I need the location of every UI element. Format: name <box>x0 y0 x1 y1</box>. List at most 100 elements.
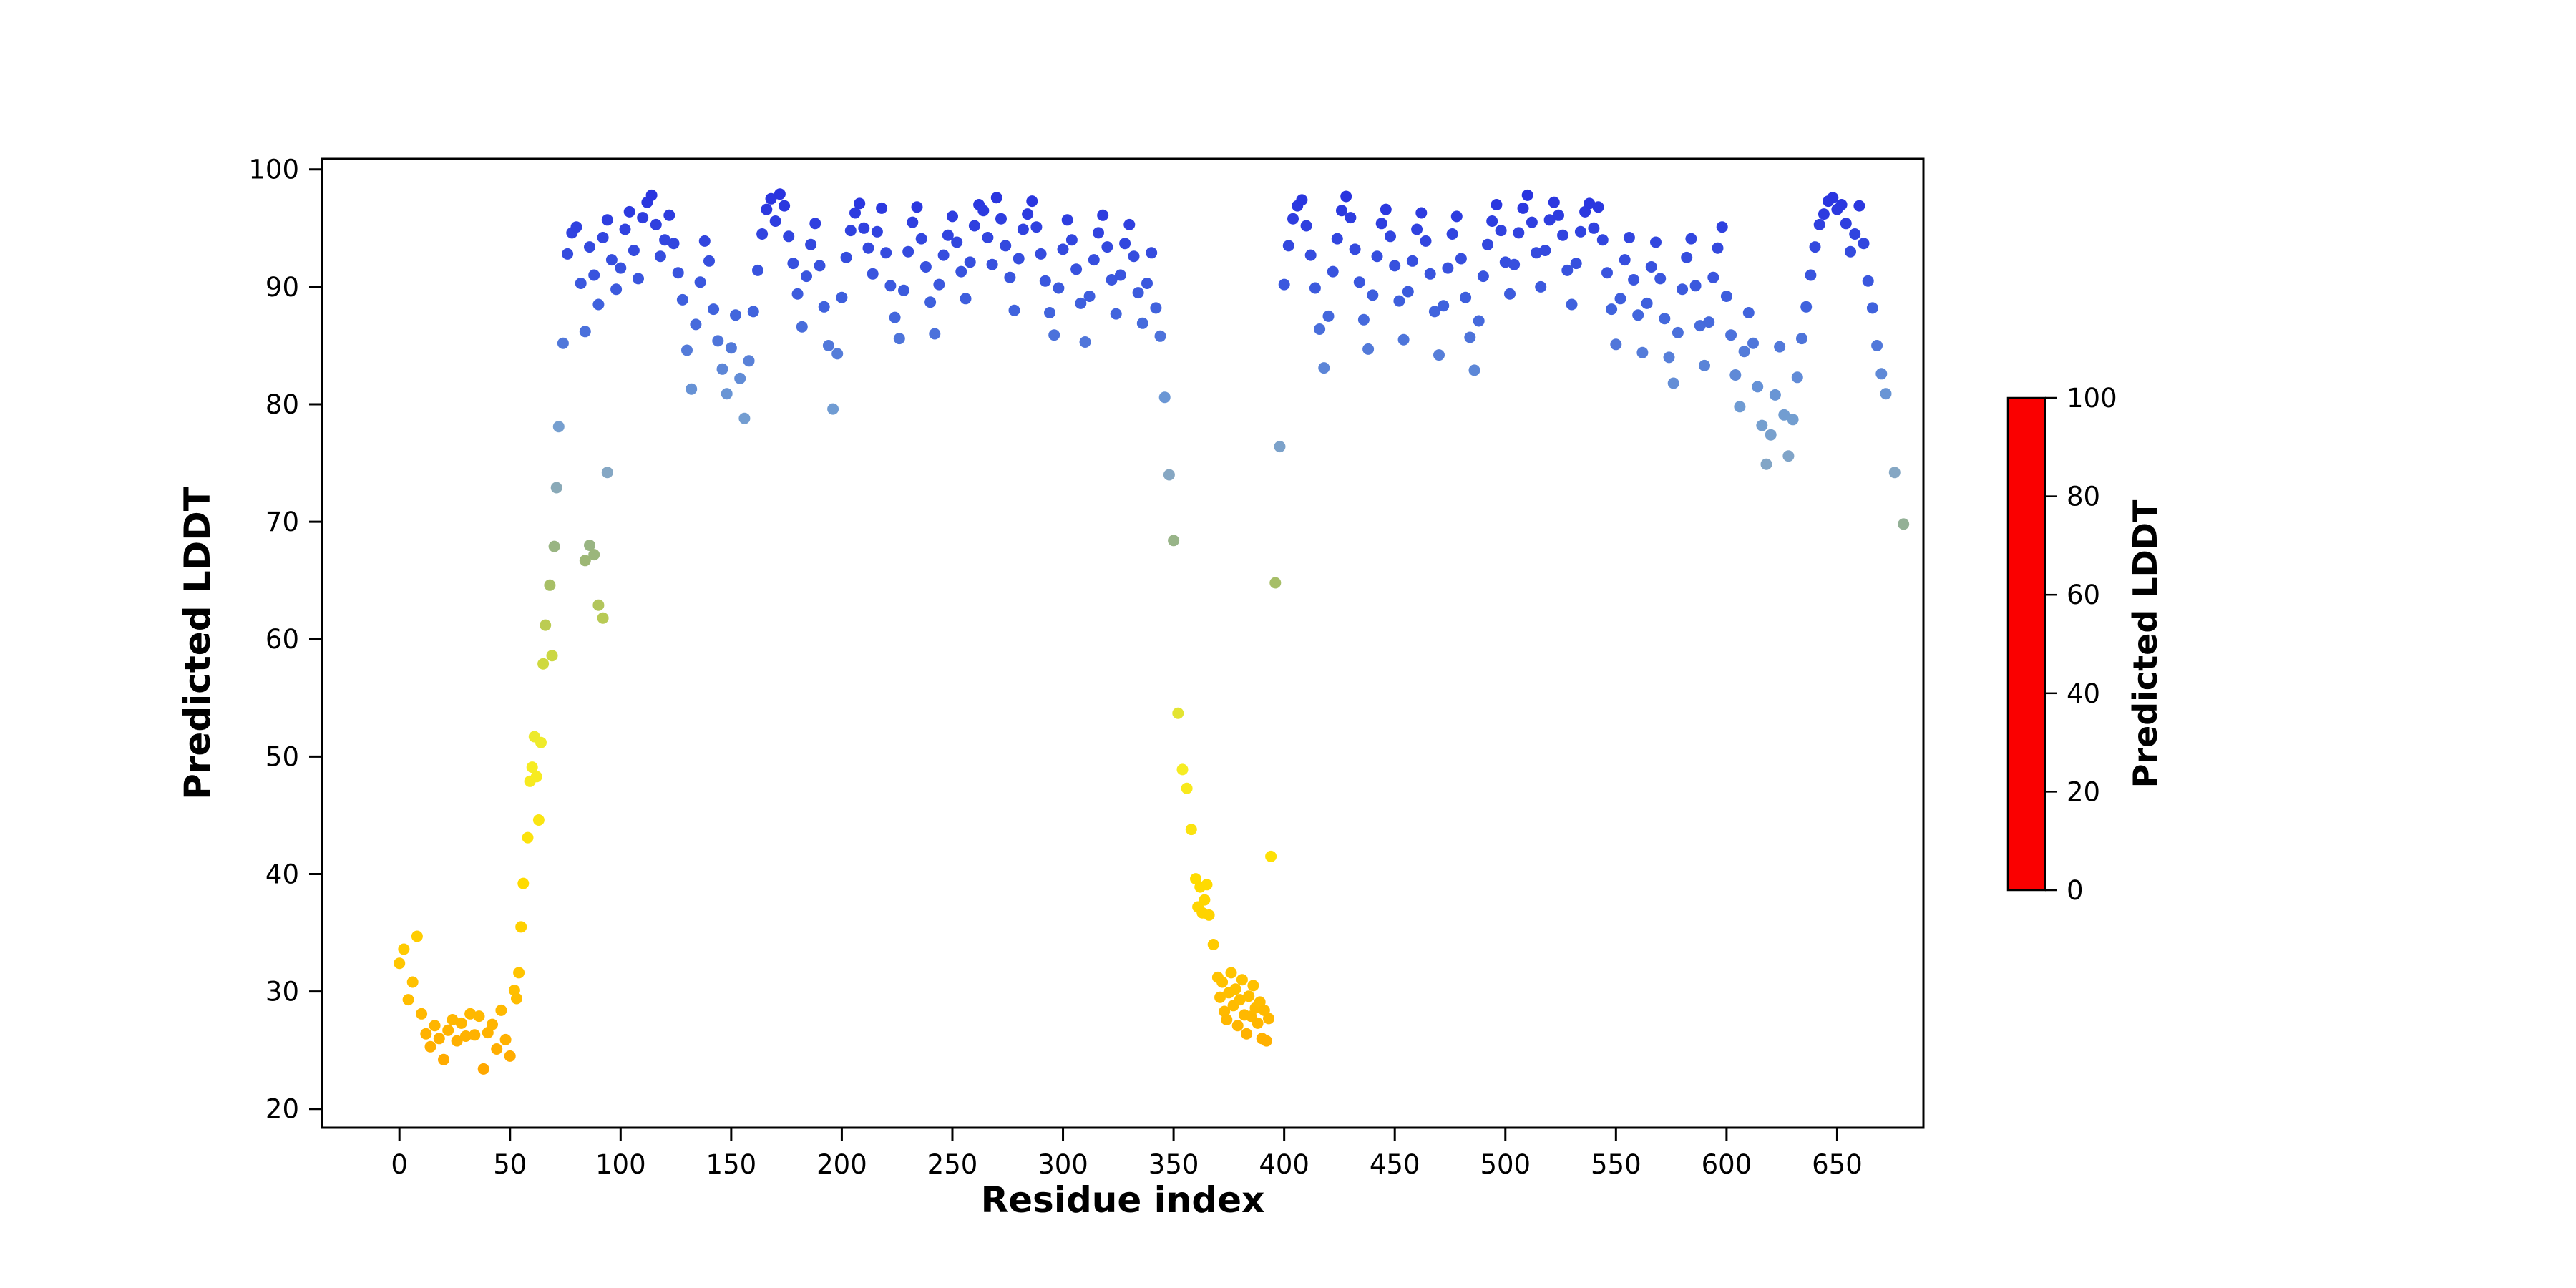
colorbar-tick-label: 20 <box>2067 776 2100 807</box>
data-point <box>1539 245 1551 256</box>
data-point <box>1199 894 1211 906</box>
x-tick-label: 650 <box>1812 1149 1863 1180</box>
data-point <box>1314 323 1326 335</box>
data-point <box>708 303 720 316</box>
data-point <box>1796 333 1807 345</box>
data-point <box>1742 307 1755 318</box>
data-point <box>654 250 666 263</box>
data-point <box>1402 286 1414 298</box>
data-point <box>1353 276 1365 288</box>
data-point <box>1535 280 1547 293</box>
data-point <box>1119 238 1131 250</box>
data-point <box>668 238 680 250</box>
data-point <box>1508 258 1521 270</box>
data-point <box>1234 994 1246 1006</box>
data-point <box>504 1050 516 1062</box>
data-point <box>876 202 888 214</box>
data-point <box>698 235 711 247</box>
data-point <box>1438 300 1450 312</box>
data-point <box>915 233 927 245</box>
data-point <box>411 930 423 942</box>
data-point <box>526 761 538 774</box>
data-point <box>1561 264 1574 276</box>
data-point <box>1252 1017 1264 1029</box>
y-tick-label: 30 <box>265 977 299 1008</box>
data-point <box>694 276 706 288</box>
data-point <box>809 218 821 230</box>
data-point <box>1318 362 1330 374</box>
y-tick-label: 80 <box>265 389 299 420</box>
data-point <box>1371 250 1383 263</box>
data-point <box>1397 333 1410 346</box>
data-point <box>645 189 658 201</box>
data-point <box>964 256 976 268</box>
data-point <box>420 1028 432 1040</box>
data-point <box>1765 429 1777 441</box>
colorbar-label: Predicted LDDT <box>2126 499 2165 789</box>
data-point <box>1304 249 1317 261</box>
data-point <box>552 421 565 433</box>
data-point <box>1415 207 1428 219</box>
data-point <box>1424 268 1436 280</box>
data-point <box>464 1008 477 1020</box>
data-point <box>1093 227 1104 239</box>
data-point <box>532 814 545 826</box>
data-point <box>1030 221 1043 233</box>
data-point <box>791 288 804 300</box>
data-point <box>1712 242 1724 254</box>
data-point <box>884 280 897 292</box>
data-point <box>1685 233 1697 245</box>
data-point <box>1168 535 1180 547</box>
data-point <box>1265 850 1277 862</box>
data-point <box>1013 253 1025 265</box>
y-tick-label: 60 <box>265 624 299 655</box>
data-point <box>1835 199 1848 210</box>
data-point <box>473 1010 485 1023</box>
data-point <box>1596 234 1609 246</box>
data-point <box>1729 369 1742 381</box>
data-point <box>747 306 759 318</box>
data-point <box>1738 346 1750 358</box>
data-point <box>1236 974 1248 986</box>
data-point <box>1663 351 1675 364</box>
data-point <box>854 197 866 210</box>
data-point <box>1548 196 1560 208</box>
data-point <box>406 976 419 988</box>
x-axis-label: Residue index <box>980 1179 1265 1221</box>
data-point <box>1574 225 1586 238</box>
data-point <box>1875 368 1888 380</box>
x-tick-label: 450 <box>1370 1149 1420 1180</box>
data-point <box>712 335 724 347</box>
data-point <box>601 214 613 226</box>
data-point <box>1553 209 1564 221</box>
data-point <box>1707 271 1719 283</box>
data-point <box>814 260 826 272</box>
data-point <box>447 1014 459 1025</box>
data-point <box>540 619 552 631</box>
data-point <box>530 771 542 783</box>
data-point <box>1375 218 1387 230</box>
data-point <box>1460 291 1472 303</box>
data-point <box>1636 346 1649 358</box>
data-point <box>633 273 644 285</box>
data-point <box>1628 274 1640 286</box>
data-point <box>1214 991 1226 1003</box>
data-point <box>862 242 874 254</box>
data-point <box>725 342 737 354</box>
data-point <box>1048 329 1060 341</box>
data-point <box>1689 280 1702 292</box>
data-point <box>765 192 777 205</box>
data-point <box>588 549 600 561</box>
data-point <box>1385 230 1396 243</box>
data-point <box>592 599 605 611</box>
data-point <box>1269 577 1282 589</box>
data-point <box>822 340 834 351</box>
data-point <box>537 658 550 670</box>
data-point <box>1849 228 1861 240</box>
data-point <box>1278 278 1290 291</box>
data-point <box>734 372 746 384</box>
data-point <box>1274 441 1286 453</box>
data-point <box>827 403 839 415</box>
data-point <box>1216 976 1229 988</box>
